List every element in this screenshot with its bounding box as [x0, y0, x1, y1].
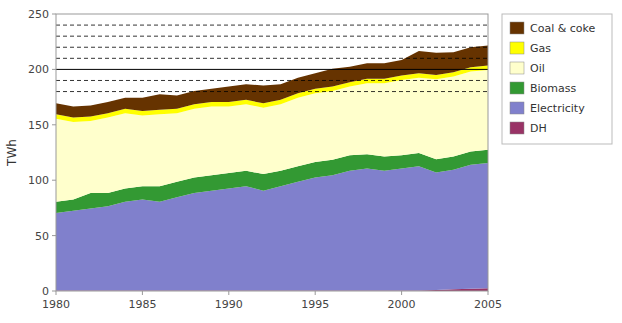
y-tick-label: 50 — [35, 230, 49, 243]
y-tick — [52, 180, 56, 181]
reference-line — [56, 91, 488, 92]
x-tick-label: 2000 — [388, 298, 416, 311]
legend-box — [502, 14, 612, 144]
y-axis-label: TWh — [5, 139, 19, 167]
legend-label: DH — [530, 122, 547, 135]
chart: 0 50 100 150 200 250 1980 1985 1990 1995 2000 2005 T… — [0, 0, 622, 323]
legend-swatch — [510, 102, 524, 114]
legend-swatch — [510, 62, 524, 74]
x-tick — [401, 291, 402, 295]
y-tick — [52, 124, 56, 125]
reference-line — [56, 69, 488, 70]
legend-label: Biomass — [530, 82, 577, 95]
reference-line — [56, 25, 488, 26]
legend-label: Electricity — [530, 102, 585, 115]
y-tick — [52, 235, 56, 236]
y-tick — [52, 69, 56, 70]
y-tick — [52, 14, 56, 15]
y-tick-label: 150 — [28, 119, 49, 132]
x-tick — [56, 291, 57, 295]
y-tick-label: 250 — [28, 8, 49, 21]
x-tick-label: 2005 — [474, 298, 502, 311]
y-tick-label: 0 — [42, 285, 49, 298]
y-tick-label: 200 — [28, 63, 49, 76]
area — [56, 46, 488, 118]
y-tick — [52, 291, 56, 292]
legend-swatch — [510, 42, 524, 54]
plot-area — [56, 25, 488, 291]
legend-swatch — [510, 122, 524, 134]
x-tick — [488, 291, 489, 295]
legend-label: Gas — [530, 42, 551, 55]
legend-swatch — [510, 82, 524, 94]
legend-swatch — [510, 22, 524, 34]
x-tick-label: 1980 — [42, 298, 70, 311]
x-tick-label: 1985 — [128, 298, 156, 311]
reference-line — [56, 36, 488, 37]
reference-line — [56, 80, 488, 81]
x-tick — [142, 291, 143, 295]
legend-label: Oil — [530, 62, 545, 75]
reference-line — [56, 58, 488, 59]
x-tick-label: 1990 — [215, 298, 243, 311]
plot-frame — [56, 14, 488, 291]
x-tick — [228, 291, 229, 295]
legend: Coal & coke Gas Oil Biomass Electricity DH — [502, 14, 612, 144]
legend-label: Coal & coke — [530, 22, 596, 35]
reference-line — [56, 47, 488, 48]
x-tick — [315, 291, 316, 295]
x-tick-label: 1995 — [301, 298, 329, 311]
y-tick-label: 100 — [28, 174, 49, 187]
